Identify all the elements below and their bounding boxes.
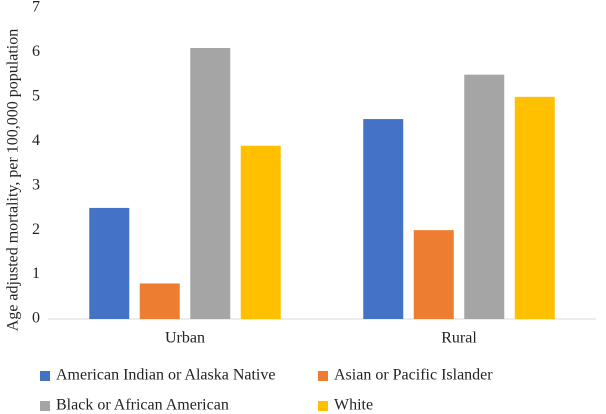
y-tick-label: 0 — [32, 310, 40, 327]
legend-swatch — [40, 371, 50, 381]
bar — [464, 74, 505, 320]
legend-swatch — [318, 401, 328, 411]
x-tick-label: Rural — [441, 330, 477, 347]
y-tick-label: 6 — [32, 43, 40, 60]
y-tick-label: 5 — [32, 88, 40, 105]
bar — [190, 47, 231, 319]
y-axis-label: Age adjusted mortality, per 100,000 popu… — [5, 29, 22, 331]
legend-label: White — [334, 397, 373, 414]
legend-swatch — [318, 371, 328, 381]
x-tick-label: Urban — [165, 330, 205, 347]
y-tick-label: 2 — [32, 221, 40, 238]
bar — [89, 207, 130, 319]
y-tick-label: 7 — [32, 0, 40, 16]
bar — [514, 96, 555, 319]
legend-swatch — [40, 401, 50, 411]
y-tick-label: 4 — [32, 132, 40, 149]
y-tick-label: 1 — [32, 265, 40, 282]
bar — [413, 230, 454, 319]
legend-label: Asian or Pacific Islander — [334, 367, 493, 384]
bar — [363, 119, 404, 319]
y-tick-label: 3 — [32, 176, 40, 193]
legend-label: Black or African American — [56, 397, 229, 414]
legend-label: American Indian or Alaska Native — [56, 367, 275, 384]
bar — [139, 283, 180, 319]
bar — [240, 145, 281, 319]
